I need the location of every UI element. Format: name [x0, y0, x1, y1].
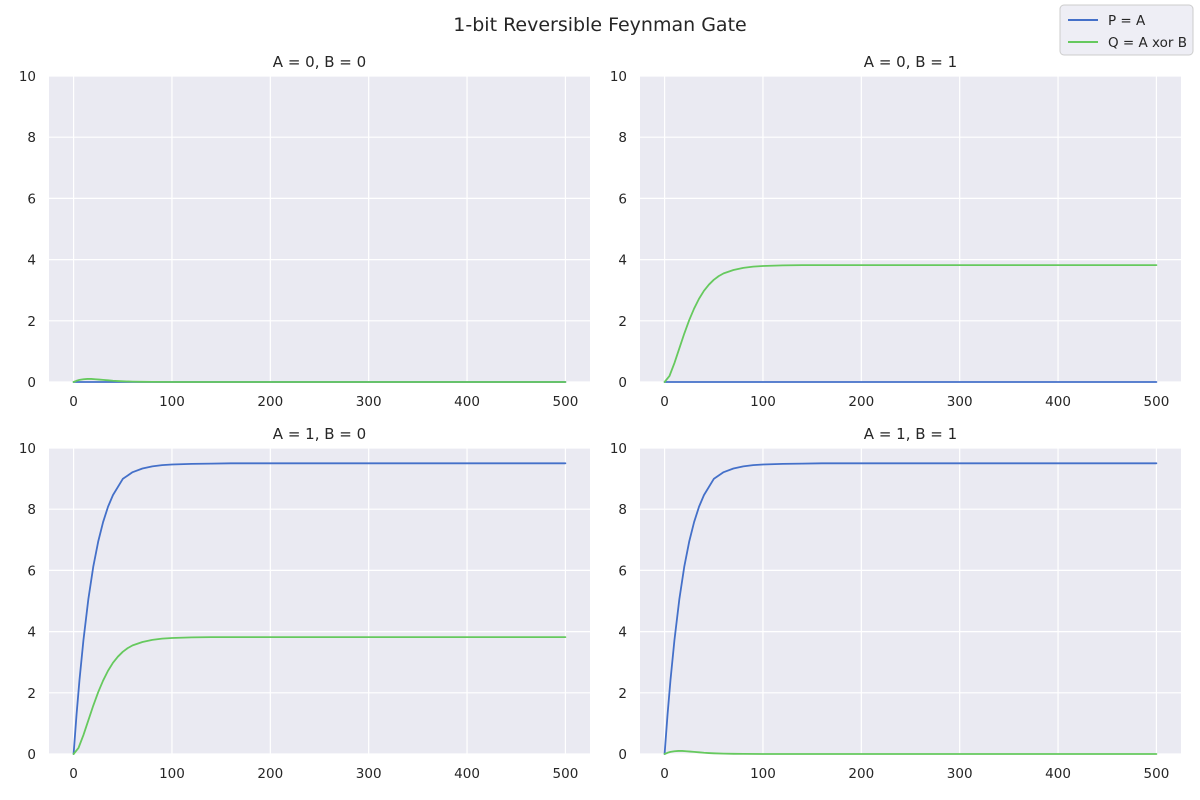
figure-title: 1-bit Reversible Feynman Gate	[453, 14, 746, 36]
x-tick-label: 200	[257, 394, 283, 410]
y-tick-label: 10	[19, 441, 36, 457]
x-tick-label: 100	[750, 394, 776, 410]
x-tick-label: 0	[69, 766, 78, 782]
y-tick-label: 8	[27, 130, 36, 146]
legend-label-p: P = A	[1108, 13, 1146, 29]
subplot-title: A = 1, B = 0	[273, 425, 366, 443]
x-tick-label: 500	[1144, 394, 1170, 410]
x-tick-label: 300	[356, 394, 382, 410]
series-line-q-a-xor-b	[663, 750, 1158, 755]
x-tick-label: 0	[660, 766, 669, 782]
legend: P = A Q = A xor B	[1059, 4, 1194, 56]
y-tick-label: 6	[618, 563, 627, 579]
y-tick-label: 0	[618, 375, 627, 391]
y-tick-label: 4	[618, 253, 627, 269]
x-tick-label: 400	[454, 394, 480, 410]
series-line-p-a	[663, 462, 1158, 755]
axes-background	[640, 448, 1181, 754]
y-tick-label: 10	[610, 69, 627, 85]
y-tick-label: 10	[610, 441, 627, 457]
x-tick-label: 400	[454, 766, 480, 782]
x-tick-label: 400	[1045, 766, 1071, 782]
x-tick-label: 300	[947, 394, 973, 410]
subplot-3: A = 1, B = 0 0 100 200 300 400 500 0 2 4 6 8 10	[19, 425, 590, 782]
x-tick-label: 300	[947, 766, 973, 782]
y-tick-label: 0	[618, 747, 627, 763]
subplot-2: A = 0, B = 1 0 100 200 300 400 500 0 2 4 6 8 10	[610, 53, 1181, 410]
y-tick-label: 2	[27, 314, 36, 330]
x-tick-label: 100	[750, 766, 776, 782]
x-tick-label: 500	[553, 766, 579, 782]
y-tick-label: 8	[618, 502, 627, 518]
x-tick-label: 200	[257, 766, 283, 782]
axes-background	[49, 448, 590, 754]
y-tick-label: 4	[618, 625, 627, 641]
y-tick-label: 6	[27, 191, 36, 207]
x-tick-label: 500	[1144, 766, 1170, 782]
x-tick-label: 200	[848, 394, 874, 410]
x-tick-label: 300	[356, 766, 382, 782]
x-tick-label: 100	[159, 766, 185, 782]
axes-background	[49, 76, 590, 382]
legend-label-q: Q = A xor B	[1108, 35, 1187, 51]
x-tick-label: 0	[660, 394, 669, 410]
x-tick-label: 0	[69, 394, 78, 410]
y-tick-label: 8	[618, 130, 627, 146]
x-tick-label: 100	[159, 394, 185, 410]
y-tick-label: 10	[19, 69, 36, 85]
series-line-p-a	[72, 462, 567, 755]
x-tick-label: 400	[1045, 394, 1071, 410]
y-tick-label: 2	[618, 686, 627, 702]
series-line-q-a-xor-b	[72, 378, 567, 383]
axes-background	[640, 76, 1181, 382]
y-tick-label: 0	[27, 375, 36, 391]
y-tick-label: 4	[27, 253, 36, 269]
y-tick-label: 6	[618, 191, 627, 207]
series-line-q-a-xor-b	[72, 636, 567, 755]
x-tick-label: 200	[848, 766, 874, 782]
subplot-1: A = 0, B = 0 0 100 200 300 400 500 0 2 4 6 8 10	[19, 53, 590, 410]
y-tick-label: 4	[27, 625, 36, 641]
subplot-4: A = 1, B = 1 0 100 200 300 400 500 0 2 4 6 8 10	[610, 425, 1181, 782]
y-tick-label: 6	[27, 563, 36, 579]
y-tick-label: 2	[27, 686, 36, 702]
y-tick-label: 2	[618, 314, 627, 330]
subplot-title: A = 0, B = 1	[864, 53, 957, 71]
series-line-q-a-xor-b	[663, 264, 1158, 383]
subplot-title: A = 1, B = 1	[864, 425, 957, 443]
x-tick-label: 500	[553, 394, 579, 410]
y-tick-label: 8	[27, 502, 36, 518]
subplot-title: A = 0, B = 0	[273, 53, 366, 71]
y-tick-label: 0	[27, 747, 36, 763]
